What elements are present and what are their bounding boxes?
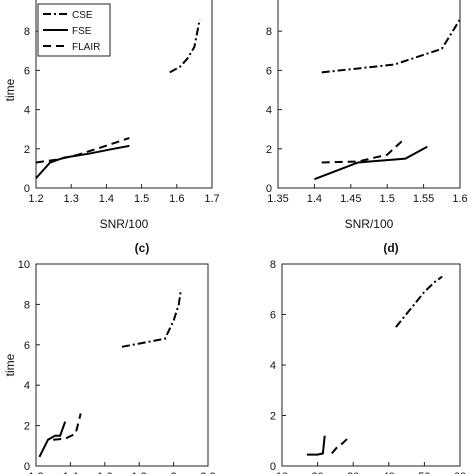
x-tick-label: 1.45 (340, 193, 361, 205)
x-tick-label: 1.6 (452, 193, 467, 205)
panel-a: 1.21.31.41.51.61.70246810SNR/100timeCSEF… (3, 0, 220, 231)
y-axis-label: time (3, 353, 17, 376)
y-tick-label: 6 (24, 340, 30, 352)
x-tick-label: 1.35 (267, 193, 288, 205)
y-tick-label: 2 (24, 144, 30, 156)
y-tick-label: 8 (24, 299, 30, 311)
series-line-cse (121, 292, 182, 348)
x-axis-label: SNR/100 (100, 217, 149, 231)
y-tick-label: 0 (24, 183, 30, 195)
y-tick-label: 8 (266, 26, 272, 38)
legend-label: CSE (72, 10, 93, 21)
x-tick-label: 1.4 (99, 193, 114, 205)
x-tick-label: 1.3 (64, 193, 79, 205)
series-line-cse (169, 19, 201, 74)
y-tick-label: 0 (24, 461, 30, 473)
x-tick-label: 1.55 (413, 193, 434, 205)
series-line-cse (395, 275, 443, 328)
series-line-flair (321, 137, 407, 164)
y-axis-label: time (3, 78, 17, 101)
panel-label: (d) (383, 241, 398, 255)
x-tick-label: 10 (276, 471, 288, 474)
x-tick-label: 1.4 (307, 193, 322, 205)
x-axis-label: SNR/100 (345, 217, 394, 231)
plot-frame (281, 263, 461, 467)
x-tick-label: 60 (454, 471, 466, 474)
y-tick-label: 4 (24, 105, 30, 117)
legend-label: FSE (72, 26, 92, 37)
x-tick-label: 1.7 (204, 193, 219, 205)
y-tick-label: 2 (266, 144, 272, 156)
x-tick-label: 1.5 (134, 193, 149, 205)
y-tick-label: 0 (270, 461, 276, 473)
panel-c: 1.2 1.4 1.6 1.8 2 2.2 0 2 4 6 8 10 time (c) (3, 241, 216, 474)
plot-frame (277, 0, 461, 189)
panel-label: (c) (135, 241, 150, 255)
y-tick-label: 2 (24, 421, 30, 433)
series-line-fse (314, 145, 428, 181)
x-tick-label: 2 (171, 471, 177, 474)
y-tick-label: 2 (270, 411, 276, 423)
y-tick-label: 10 (18, 259, 30, 271)
y-tick-label: 6 (266, 65, 272, 77)
x-tick-label: 1.8 (132, 471, 147, 474)
y-tick-label: 4 (266, 105, 272, 117)
legend-label: FLAIR (72, 42, 100, 53)
x-tick-label: 1.6 (97, 471, 112, 474)
series-line-fse (36, 144, 130, 179)
x-tick-label: 50 (418, 471, 430, 474)
x-tick-label: 2.2 (200, 471, 215, 474)
panel-d: 10 20 30 40 50 60 0 2 4 6 8 (d) (270, 241, 466, 474)
y-tick-label: 8 (24, 26, 30, 38)
series-line-flair (53, 413, 82, 441)
panel-b: 1.351.41.451.51.551.60246810SNR/100 (266, 0, 468, 231)
legend: CSE FSE FLAIR (37, 3, 111, 57)
x-tick-label: 40 (383, 471, 395, 474)
y-tick-label: 0 (266, 183, 272, 195)
y-tick-label: 4 (24, 380, 30, 392)
series-line-flair (36, 137, 130, 164)
x-tick-label: 1.2 (28, 193, 43, 205)
y-tick-label: 4 (270, 360, 276, 372)
x-tick-label: 20 (311, 471, 323, 474)
y-tick-label: 6 (270, 310, 276, 322)
x-tick-label: 1.6 (169, 193, 184, 205)
y-tick-label: 6 (24, 65, 30, 77)
x-tick-label: 1.4 (63, 471, 78, 474)
series-line-flair (331, 437, 349, 455)
x-tick-label: 1.5 (380, 193, 395, 205)
y-tick-label: 8 (270, 259, 276, 271)
plot-frame (35, 263, 209, 467)
series-line-fse (306, 435, 326, 456)
plot-frame (35, 0, 213, 189)
series-line-fse (38, 421, 67, 458)
x-tick-label: 30 (347, 471, 359, 474)
series-line-cse (321, 18, 460, 74)
x-tick-label: 1.2 (28, 471, 43, 474)
